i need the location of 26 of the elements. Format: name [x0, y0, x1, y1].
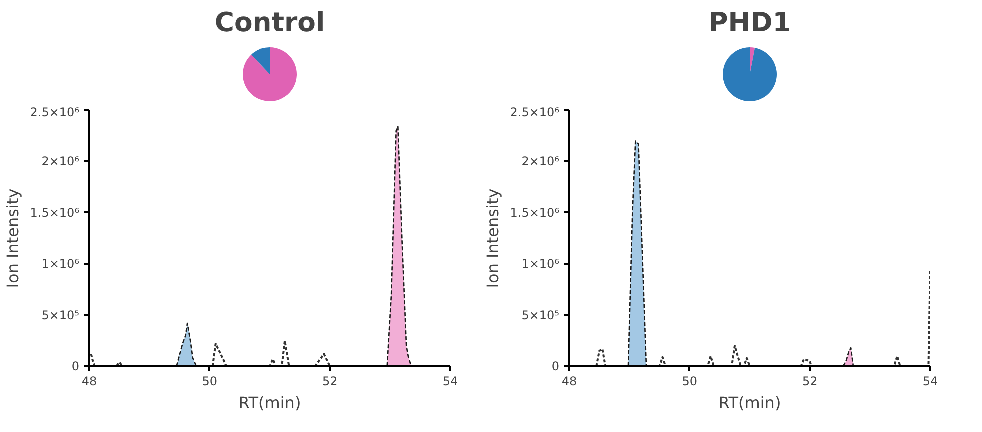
y-tick-label: 1×10⁶ [42, 257, 80, 272]
y-tick-label: 2.5×10⁶ [30, 106, 80, 120]
y-tick-label: 0 [72, 360, 80, 374]
x-tick-label: 54 [922, 374, 938, 388]
x-axis-title: RT(min) [718, 394, 782, 412]
y-axis-title: Ion Intensity [3, 188, 22, 288]
x-tick-label: 54 [442, 374, 458, 388]
y-tick-label: 2×10⁶ [42, 154, 80, 169]
y-axis-title: Ion Intensity [483, 188, 502, 288]
y-tick-label: 1×10⁶ [522, 257, 560, 272]
y-tick-label: 0 [552, 360, 560, 374]
x-tick-label: 52 [322, 374, 338, 388]
x-tick-label: 50 [202, 374, 218, 388]
y-tick-label: 5×10⁵ [42, 308, 80, 322]
y-tick-label: 1.5×10⁶ [30, 206, 80, 220]
y-tick-label: 5×10⁵ [522, 308, 560, 322]
chart-title: Control [214, 8, 326, 38]
x-tick-label: 48 [562, 374, 578, 388]
y-tick-label: 2.5×10⁶ [510, 106, 560, 120]
chart-title: PHD1 [708, 8, 792, 38]
x-tick-label: 48 [82, 374, 98, 388]
x-tick-label: 50 [682, 374, 698, 388]
x-tick-label: 52 [802, 374, 818, 388]
x-axis-title: RT(min) [238, 394, 302, 412]
y-tick-label: 1.5×10⁶ [510, 206, 560, 220]
y-tick-label: 2×10⁶ [522, 154, 560, 169]
